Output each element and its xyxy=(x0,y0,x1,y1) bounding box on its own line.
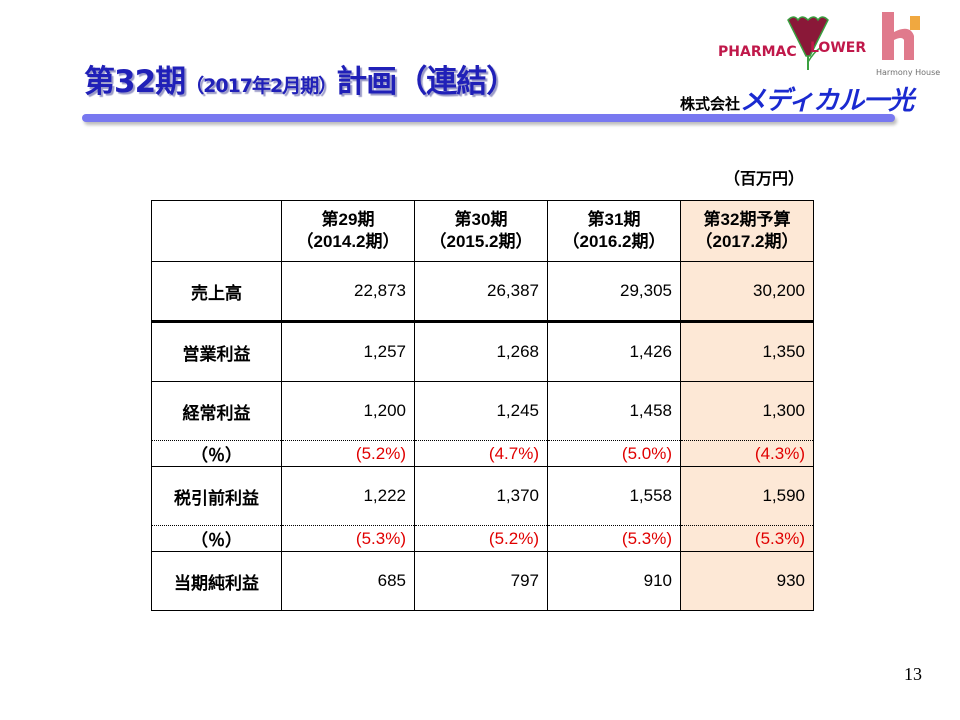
cell-value: 26,387 xyxy=(414,261,548,323)
cell-value: 910 xyxy=(547,551,681,611)
cell-value-budget: 1,300 xyxy=(680,381,814,441)
cell-value: 29,305 xyxy=(547,261,681,323)
row-label: 税引前利益 xyxy=(151,466,282,526)
cell-value-budget: 930 xyxy=(680,551,814,611)
pharmacy-flower-text-right: LOWER xyxy=(810,40,867,56)
financial-plan-table: 第29期 （2014.2期） 第30期 （2015.2期） 第31期 （2016.2期… xyxy=(151,200,814,611)
cell-percent: (5.3%) xyxy=(281,525,415,552)
table-row-ordinary-income: 経常利益 1,200 1,245 1,458 1,300 xyxy=(151,381,814,441)
header-cell-32-budget: 第32期予算 （2017.2期） xyxy=(680,200,814,262)
cell-value: 1,222 xyxy=(281,466,415,526)
header-cell-31: 第31期 （2016.2期） xyxy=(547,200,681,262)
cell-value-budget: 1,590 xyxy=(680,466,814,526)
header-cell-29: 第29期 （2014.2期） xyxy=(281,200,415,262)
cell-value: 1,370 xyxy=(414,466,548,526)
title-period: （2017年2月期） xyxy=(185,75,337,97)
cell-percent: (5.2%) xyxy=(414,525,548,552)
title-main-suffix: 計画（連結） xyxy=(336,64,517,100)
cell-value: 22,873 xyxy=(281,261,415,323)
cell-value: 1,458 xyxy=(547,381,681,441)
page-number: 13 xyxy=(904,664,922,684)
table-row-sales: 売上高 22,873 26,387 29,305 30,200 xyxy=(151,261,814,323)
cell-value: 1,257 xyxy=(281,321,415,382)
cell-value-budget: 1,350 xyxy=(680,321,814,382)
cell-value: 685 xyxy=(281,551,415,611)
company-prefix: 株式会社 xyxy=(680,95,741,113)
cell-percent-budget: (4.3%) xyxy=(680,440,814,467)
cell-value: 1,558 xyxy=(547,466,681,526)
table-row-net-income: 当期純利益 685 797 910 930 xyxy=(151,551,814,611)
cell-percent: (4.7%) xyxy=(414,440,548,467)
row-label: 当期純利益 xyxy=(151,551,282,611)
harmony-house-logo-icon xyxy=(882,12,920,60)
harmony-house-text: Harmony House xyxy=(876,68,941,77)
cell-percent: (5.2%) xyxy=(281,440,415,467)
cell-percent: (5.0%) xyxy=(547,440,681,467)
cell-value-budget: 30,200 xyxy=(680,261,814,323)
slide-title: 第32期（2017年2月期）計画（連結） xyxy=(84,56,517,101)
row-label: 売上高 xyxy=(151,261,282,323)
table-row-pretax-income: 税引前利益 1,222 1,370 1,558 1,590 xyxy=(151,466,814,526)
company-brand: メディカル一光 xyxy=(740,86,914,116)
title-underline-bar xyxy=(82,114,895,122)
title-main-prefix: 第32期 xyxy=(84,64,186,100)
pharmacy-flower-logo-icon xyxy=(787,16,829,70)
row-label: 営業利益 xyxy=(151,321,282,382)
cell-value: 1,245 xyxy=(414,381,548,441)
table-row-pretax-margin: （％） (5.3%) (5.2%) (5.3%) (5.3%) xyxy=(151,525,814,552)
cell-percent-budget: (5.3%) xyxy=(680,525,814,552)
header-cell-30: 第30期 （2015.2期） xyxy=(414,200,548,262)
table-row-operating-income: 営業利益 1,257 1,268 1,426 1,350 xyxy=(151,321,814,382)
company-name: 株式会社メディカル一光 xyxy=(680,80,914,117)
cell-value: 1,268 xyxy=(414,321,548,382)
row-label: （％） xyxy=(151,525,282,552)
pharmacy-flower-text-left: PHARMAC xyxy=(718,44,797,60)
row-label: 経常利益 xyxy=(151,381,282,441)
table-header-row: 第29期 （2014.2期） 第30期 （2015.2期） 第31期 （2016.2期… xyxy=(151,200,814,262)
table-row-ordinary-margin: （％） (5.2%) (4.7%) (5.0%) (4.3%) xyxy=(151,440,814,467)
cell-percent: (5.3%) xyxy=(547,525,681,552)
cell-value: 797 xyxy=(414,551,548,611)
header-cell-empty xyxy=(151,200,282,262)
cell-value: 1,200 xyxy=(281,381,415,441)
logos: PHARMAC LOWER Harmony House xyxy=(700,8,950,108)
cell-value: 1,426 xyxy=(547,321,681,382)
row-label: （％） xyxy=(151,440,282,467)
unit-label: （百万円） xyxy=(724,169,805,188)
